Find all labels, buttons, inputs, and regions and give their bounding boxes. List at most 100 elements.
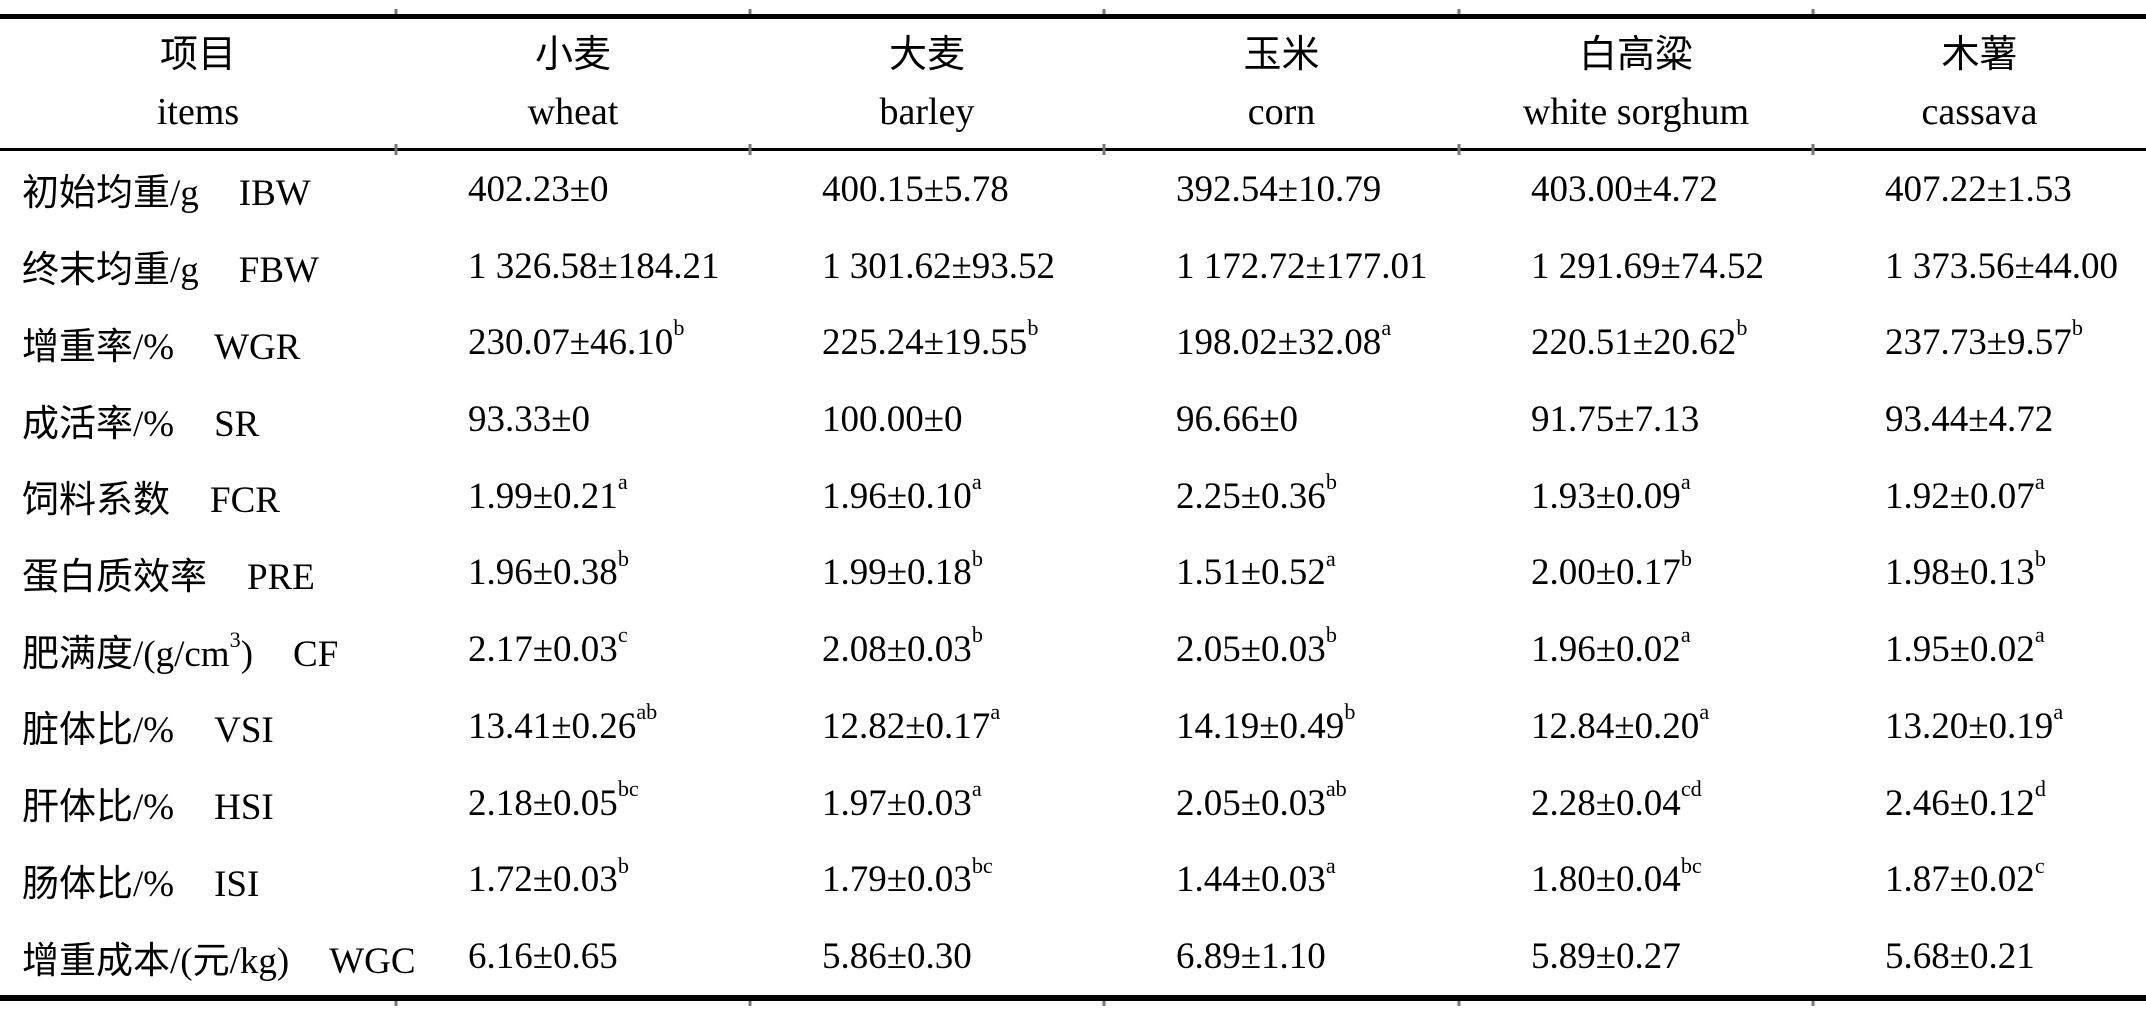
significance-superscript: b [2071,315,2083,341]
significance-superscript: ab [636,699,658,725]
row-label-abbr: WGC [329,940,416,982]
data-cell: 1.96±0.10a [822,468,982,517]
row-label-abbr: FBW [238,250,319,292]
data-cell: 13.20±0.19a [1885,699,2064,747]
significance-superscript: b [1027,315,1039,341]
data-cell: 2.05±0.03b [1176,622,1337,671]
data-cell: 1 291.69±74.52 [1531,245,1765,287]
data-cell: 1.99±0.21a [468,468,628,517]
data-cell: 400.15±5.78 [822,168,1009,210]
table-header-row: 项目 items 小麦 wheat 大麦 barley 玉米 corn 白高粱 … [0,19,2146,148]
data-cell: 1.97±0.03a [822,775,982,824]
data-cell: 2.28±0.04cd [1531,775,1702,824]
significance-superscript: a [1680,468,1691,494]
column-boundary-tick [1102,1001,1106,1006]
row-label: 蛋白质效率 PRE [0,546,396,600]
column-header-zh: 项目 [159,33,236,76]
data-cell: 1.44±0.03a [1176,852,1336,901]
column-boundary-tick [1811,9,1815,14]
column-header-wheat: 小麦 wheat [396,27,750,141]
row-label: 增重率/% WGR [0,316,396,370]
table-row: 肥满度/(g/cm3) CF 2.17±0.03c 2.08±0.03b 2.05±0.… [0,611,2146,688]
significance-superscript: a [1680,622,1691,648]
column-header-barley: 大麦 barley [750,27,1104,141]
row-label-zh: 蛋白质效率 [22,556,207,598]
column-boundary-tick [748,144,752,155]
significance-superscript: cd [1680,775,1702,801]
column-boundary-tick [748,1001,752,1006]
row-label: 初始均重/g IBW [0,162,396,216]
data-cell: 1 326.58±184.21 [468,245,720,287]
table-row: 蛋白质效率 PRE 1.96±0.38b 1.99±0.18b 1.51±0.52a 2.… [0,535,2146,612]
column-boundary-tick [748,9,752,14]
significance-superscript: a [2034,622,2045,648]
row-label: 饲料系数 FCR [0,469,396,523]
column-header-en: corn [1247,90,1316,133]
data-cell: 2.17±0.03c [468,622,628,671]
table-row: 增重率/% WGR 230.07±46.10b 225.24±19.55b 198.02… [0,304,2146,381]
row-label-zh: 终末均重/g [22,250,199,292]
significance-superscript: a [971,775,982,801]
table-row: 肠体比/% ISI 1.72±0.03b 1.79±0.03bc 1.44±0.03a 1… [0,842,2146,919]
significance-superscript: a [2034,468,2045,494]
data-cell: 2.00±0.17b [1531,545,1692,594]
data-cell: 5.89±0.27 [1531,936,1681,978]
significance-superscript: b [971,545,983,571]
significance-superscript: d [2034,775,2046,801]
significance-superscript: bc [971,852,993,878]
data-cell: 12.84±0.20a [1531,699,1710,747]
data-cell: 1.96±0.38b [468,545,629,594]
data-cell: 220.51±20.62b [1531,315,1748,364]
column-boundary-tick [394,9,398,14]
significance-superscript: b [1736,315,1748,341]
column-boundary-tick [1457,9,1461,14]
data-cell: 2.05±0.03ab [1176,775,1347,824]
data-cell: 237.73±9.57b [1885,315,2083,364]
row-label-abbr: HSI [214,787,274,829]
column-boundary-tick [1457,144,1461,155]
data-cell: 2.46±0.12d [1885,775,2046,824]
data-cell: 230.07±46.10b [468,315,685,364]
significance-superscript: a [1699,699,1710,725]
column-header-zh: 小麦 [534,33,611,76]
significance-superscript: b [617,852,629,878]
data-cell: 1.96±0.02a [1531,622,1691,671]
data-cell: 5.68±0.21 [1885,936,2035,978]
column-boundary-tick [394,144,398,155]
data-cell: 392.54±10.79 [1176,168,1382,210]
row-label-abbr: CF [293,633,339,675]
data-cell: 1 301.62±93.52 [822,245,1056,287]
column-header-en: white sorghum [1522,90,1750,133]
data-cell: 198.02±32.08a [1176,315,1392,364]
row-label: 肠体比/% ISI [0,853,396,907]
row-label-zh: 增重率/% [22,326,175,368]
table-row: 增重成本/(元/kg) WGC 6.16±0.65 5.86±0.30 6.89±1.1… [0,918,2146,995]
significance-superscript: bc [1680,852,1702,878]
data-cell: 100.00±0 [822,399,963,441]
significance-superscript: b [1680,545,1692,571]
row-label: 肝体比/% HSI [0,776,396,830]
significance-superscript: b [971,622,983,648]
data-cell: 2.08±0.03b [822,622,983,671]
table-bottom-rule [0,995,2146,1006]
column-header-en: cassava [1921,90,2038,133]
data-cell: 1.99±0.18b [822,545,983,594]
significance-superscript: a [1381,315,1392,341]
data-cell: 6.89±1.10 [1176,936,1326,978]
data-cell: 1.51±0.52a [1176,545,1336,594]
row-label: 增重成本/(元/kg) WGC [0,930,416,984]
column-boundary-tick [1457,1001,1461,1006]
row-label-abbr: VSI [214,710,274,752]
table-top-rule [0,9,2146,19]
row-label: 终末均重/g FBW [0,239,396,293]
table-row: 饲料系数 FCR 1.99±0.21a 1.96±0.10a 2.25±0.36b 1.9… [0,458,2146,535]
significance-superscript: bc [617,775,639,801]
significance-superscript: a [1325,852,1336,878]
row-label: 肥满度/(g/cm3) CF [0,623,396,677]
row-label-zh: 增重成本/(元/kg) [22,940,290,982]
table-body: 初始均重/g IBW 402.23±0 400.15±5.78 392.54±10.79… [0,151,2146,995]
significance-superscript: 3 [229,626,241,652]
significance-superscript: a [2053,699,2064,725]
row-label-zh: 初始均重/g [22,173,199,215]
data-cell: 1.95±0.02a [1885,622,2045,671]
